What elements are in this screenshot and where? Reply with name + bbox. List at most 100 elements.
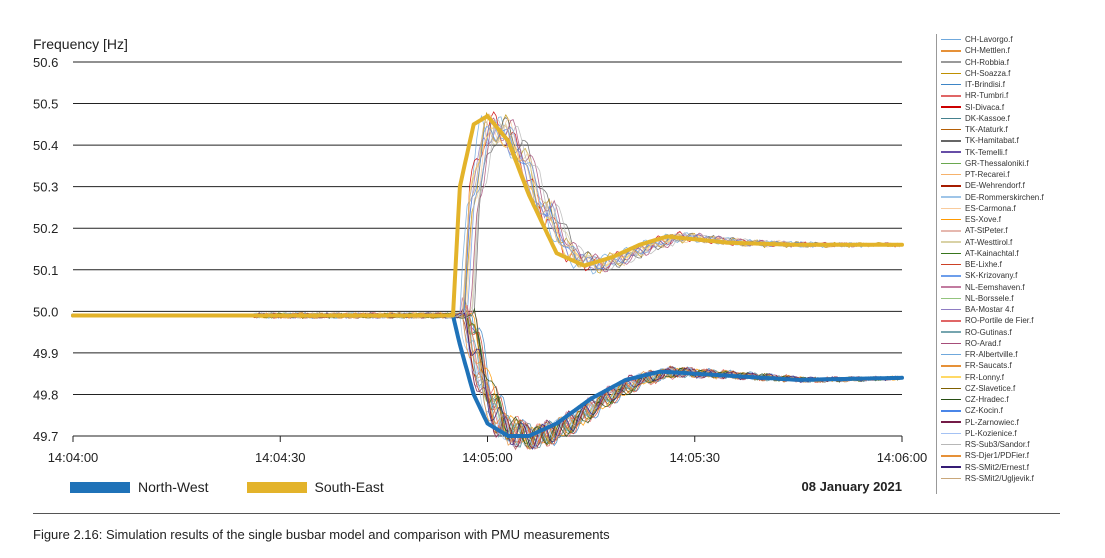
pmu-legend-swatch xyxy=(941,443,961,446)
y-tick-label: 50.3 xyxy=(33,180,58,195)
pmu-legend-item: FR-Albertville.f xyxy=(941,349,1105,360)
pmu-legend-swatch xyxy=(941,50,961,52)
y-tick-label: 50.6 xyxy=(33,55,58,70)
pmu-legend-swatch xyxy=(941,151,961,153)
y-tick-label: 50.1 xyxy=(33,263,58,278)
pmu-legend-swatch xyxy=(941,263,961,266)
pmu-legend-swatch xyxy=(941,365,961,367)
pmu-legend-label: GR-Thessaloniki.f xyxy=(965,158,1029,168)
pmu-legend-swatch xyxy=(941,162,961,165)
pmu-legend-item: RS-SMit2/Ugljevik.f xyxy=(941,473,1105,484)
pmu-legend-label: RS-Sub3/Sandor.f xyxy=(965,440,1030,450)
pmu-legend-item: RS-Djer1/PDFier.f xyxy=(941,450,1105,461)
y-axis-label: Frequency [Hz] xyxy=(33,36,128,52)
pmu-legend-item: RS-Sub3/Sandor.f xyxy=(941,439,1105,450)
pmu-legend-item: GR-Thessaloniki.f xyxy=(941,158,1105,169)
pmu-legend-label: AT-Kainachtal.f xyxy=(965,248,1019,258)
pmu-legend-label: SI-Divaca.f xyxy=(965,102,1005,112)
pmu-trace xyxy=(72,123,901,319)
y-tick-label: 50.0 xyxy=(33,304,58,319)
pmu-legend-label: DE-Rommerskirchen.f xyxy=(965,192,1044,202)
pmu-legend-label: RS-SMit2/Ernest.f xyxy=(965,462,1030,472)
pmu-legend-label: PL-Kozienice.f xyxy=(965,428,1017,438)
pmu-legend-label: CH-Soazza.f xyxy=(965,68,1011,78)
pmu-legend-label: PT-Recarei.f xyxy=(965,170,1010,180)
pmu-legend-label: NL-Eemshaven.f xyxy=(965,282,1025,292)
pmu-legend-item: ES-Xove.f xyxy=(941,214,1105,225)
y-tick-label: 49.8 xyxy=(33,387,58,402)
pmu-legend-swatch xyxy=(941,72,961,75)
pmu-legend-swatch xyxy=(941,455,961,457)
pmu-legend-item: PL-Kozienice.f xyxy=(941,428,1105,439)
pmu-legend-swatch xyxy=(941,342,961,345)
pmu-legend-item: FR-Lonny.f xyxy=(941,372,1105,383)
frequency-chart: 50.6 50.5 50.4 50.3 50.2 50.1 50.0 49.9 49.8 49.7… xyxy=(33,55,928,465)
pmu-legend-swatch xyxy=(941,398,961,401)
pmu-legend-swatch xyxy=(941,117,961,120)
date-label: 08 January 2021 xyxy=(801,479,902,494)
pmu-legend-label: DK-Kassoe.f xyxy=(965,113,1010,123)
pmu-legend-swatch xyxy=(941,387,961,390)
pmu-legend-swatch xyxy=(941,297,961,300)
pmu-legend-swatch xyxy=(941,275,961,277)
pmu-legend-swatch xyxy=(941,185,961,187)
pmu-legend-label: RO-Gutinas.f xyxy=(965,327,1012,337)
pmu-legend-swatch xyxy=(941,252,961,255)
pmu-legend-label: TK-Hamitabat.f xyxy=(965,136,1019,146)
pmu-legend-swatch xyxy=(941,331,961,333)
pmu-legend-swatch xyxy=(941,320,961,322)
pmu-legend-item: DE-Rommerskirchen.f xyxy=(941,192,1105,203)
x-tick-label: 14:06:00 xyxy=(877,450,928,465)
pmu-legend-swatch xyxy=(941,308,961,311)
pmu-legend-item: CZ-Kocin.f xyxy=(941,405,1105,416)
pmu-legend-item: RO-Portile de Fier.f xyxy=(941,315,1105,326)
pmu-legend-item: TK-Temelli.f xyxy=(941,147,1105,158)
legend-item-south-east: South-East xyxy=(246,479,384,495)
x-tick-label: 14:04:00 xyxy=(48,450,99,465)
pmu-legend-item: AT-StPeter.f xyxy=(941,225,1105,236)
pmu-legend-label: FR-Lonny.f xyxy=(965,372,1004,382)
pmu-legend-item: CZ-Slavetice.f xyxy=(941,383,1105,394)
pmu-legend-swatch xyxy=(941,230,961,232)
pmu-legend-swatch xyxy=(941,140,961,142)
pmu-legend-label: DE-Wehrendorf.f xyxy=(965,181,1025,191)
pmu-legend-item: PT-Recarei.f xyxy=(941,169,1105,180)
y-tick-label: 50.4 xyxy=(33,138,58,153)
legend-item-north-west: North-West xyxy=(70,479,209,495)
pmu-legend-item: AT-Kainachtal.f xyxy=(941,248,1105,259)
pmu-legend-label: FR-Saucats.f xyxy=(965,361,1012,371)
pmu-legend-item: FR-Saucats.f xyxy=(941,360,1105,371)
pmu-legend-item: DE-Wehrendorf.f xyxy=(941,180,1105,191)
pmu-legend-label: CH-Robbia.f xyxy=(965,57,1010,67)
pmu-legend-swatch xyxy=(941,207,961,210)
pmu-legend-item: IT-Brindisi.f xyxy=(941,79,1105,90)
pmu-legend-label: NL-Borssele.f xyxy=(965,293,1014,303)
pmu-legend-swatch xyxy=(941,196,961,198)
pmu-legend-label: CZ-Kocin.f xyxy=(965,406,1003,416)
pmu-legend-item: TK-Hamitabat.f xyxy=(941,135,1105,146)
pmu-legend-label: BA-Mostar 4.f xyxy=(965,305,1014,315)
pmu-legend-item: TK-Ataturk.f xyxy=(941,124,1105,135)
figure-caption: Figure 2.16: Simulation results of the s… xyxy=(33,527,610,542)
caption-divider xyxy=(33,513,1060,514)
pmu-legend-label: TK-Temelli.f xyxy=(965,147,1008,157)
x-tick-label: 14:05:30 xyxy=(669,450,720,465)
pmu-legend-swatch xyxy=(941,477,961,480)
pmu-legend-swatch xyxy=(941,241,961,243)
pmu-legend-swatch xyxy=(941,353,961,356)
pmu-legend-item: HR-Tumbri.f xyxy=(941,90,1105,101)
pmu-legend-label: AT-StPeter.f xyxy=(965,226,1008,236)
pmu-legend-label: CZ-Slavetice.f xyxy=(965,383,1016,393)
pmu-legend-swatch xyxy=(941,95,961,97)
pmu-legend-item: DK-Kassoe.f xyxy=(941,113,1105,124)
pmu-legend-swatch xyxy=(941,466,961,468)
pmu-legend-item: SK-Krizovany.f xyxy=(941,270,1105,281)
legend-label-north-west: North-West xyxy=(138,479,209,495)
pmu-legend-label: TK-Ataturk.f xyxy=(965,125,1008,135)
pmu-legend-label: BE-Lixhe.f xyxy=(965,260,1002,270)
pmu-legend-swatch xyxy=(941,173,961,176)
pmu-legend-item: CH-Robbia.f xyxy=(941,57,1105,68)
pmu-legend-item: RS-SMit2/Ernest.f xyxy=(941,462,1105,473)
pmu-legend-swatch xyxy=(941,432,961,435)
pmu-legend-item: CH-Lavorgo.f xyxy=(941,34,1105,45)
